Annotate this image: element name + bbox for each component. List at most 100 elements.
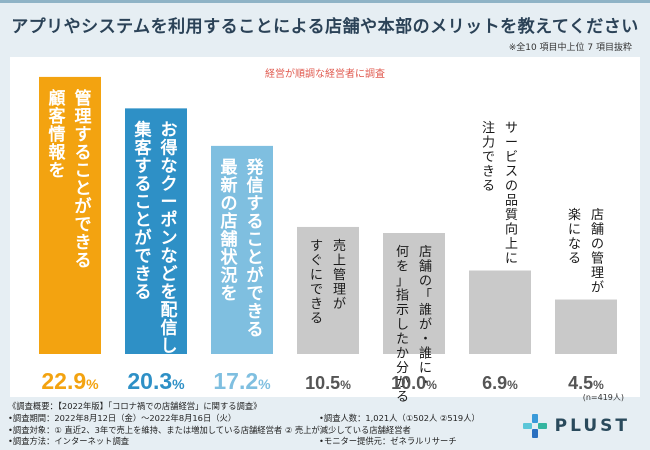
bar-4-label-char: 上 bbox=[333, 253, 346, 268]
bar-3-label-char: と bbox=[247, 248, 264, 268]
bar-5-label-char: し bbox=[396, 318, 409, 333]
bar-7-label-char: 理 bbox=[591, 266, 604, 281]
footer-monitor: •モニター提供元：ゼネラルリサーチ bbox=[319, 436, 457, 447]
bar-5-value: 10.0% bbox=[391, 373, 437, 393]
top-accent-line bbox=[0, 0, 650, 3]
bar-2-label-char: し bbox=[161, 336, 178, 356]
bar-1-label-char: き bbox=[75, 233, 92, 253]
bar-7-label-char: る bbox=[568, 252, 581, 267]
bar-1-label-char: で bbox=[75, 215, 92, 235]
bar-5-label-char: 店 bbox=[419, 245, 432, 260]
bar-5-label-char: 誰 bbox=[419, 302, 432, 318]
bar-2-label-char: て bbox=[161, 354, 178, 374]
bar-5-label-char: 「 bbox=[419, 289, 432, 304]
bar-1-label-char: す bbox=[75, 125, 92, 145]
bar-1-label-char: 理 bbox=[75, 107, 92, 127]
bar-7-value: 4.5% bbox=[568, 373, 604, 393]
bar-4-label-char: 管 bbox=[333, 268, 346, 283]
bar-5-label-char: の bbox=[419, 274, 432, 289]
bar-3-label-char: る bbox=[247, 320, 264, 340]
bar-6-label-char: の bbox=[505, 179, 518, 194]
bar-7-label-char: 舗 bbox=[591, 223, 604, 238]
bar-1 bbox=[39, 76, 101, 354]
bar-6-label-char: る bbox=[482, 179, 495, 194]
bar-4-label-char: き bbox=[310, 297, 323, 312]
bar-5-label-char: に bbox=[419, 361, 432, 376]
bar-1-label-char: こ bbox=[75, 161, 92, 181]
bar-4-value: 10.5% bbox=[305, 373, 351, 393]
bar-2-label-char: ク bbox=[161, 174, 178, 194]
footer-line-1: 《調査概要：【2022年版】「コロナ禍での店舗経営」に関する調査》 bbox=[8, 401, 262, 411]
footer-period: •調査期間：2022年8月12日（金）〜2022年8月16日（火） bbox=[8, 412, 237, 423]
bar-6-label-char: 力 bbox=[482, 136, 495, 151]
bar-5 bbox=[383, 233, 445, 354]
bar-7-label-char: 楽 bbox=[568, 207, 581, 223]
bar-5-label-char: 指 bbox=[396, 289, 409, 304]
footer-line-3: •調査対象：① 直近2、3年で売上を維持、または増加している店舗経営者 ② 売上… bbox=[8, 424, 411, 435]
bar-5-label-char: ・ bbox=[419, 376, 432, 391]
bar-2-label-char: を bbox=[161, 282, 178, 302]
bar-4 bbox=[297, 226, 359, 354]
bar-7-label-char: 店 bbox=[591, 208, 604, 223]
bar-1-label-char: が bbox=[75, 196, 92, 217]
bar-2-label-char: な bbox=[161, 246, 178, 266]
chart-subtitle: 経営が順調な経営者に調査 bbox=[265, 69, 385, 80]
survey-footer: 《調査概要：【2022年版】「コロナ禍での店舗経営」に関する調査》 •調査期間：… bbox=[8, 401, 480, 448]
bar-6-label-char: サ bbox=[505, 121, 518, 136]
bar-6-label-char: で bbox=[482, 150, 495, 165]
footer-method: •調査方法：インターネット調査 bbox=[8, 436, 130, 447]
bar-3-label-char: き bbox=[247, 302, 264, 322]
bar-2-label-char: ポ bbox=[161, 209, 178, 230]
bar-5-label-char: を bbox=[396, 260, 409, 275]
bar-3-label-char: こ bbox=[247, 230, 264, 250]
bar-7-label-char: の bbox=[591, 237, 604, 252]
bar-3-label-char: る bbox=[247, 212, 264, 232]
chart-note: ※全10 項目中上位 7 項目抜粋 bbox=[508, 43, 632, 53]
bar-6-value: 6.9% bbox=[482, 373, 518, 393]
bar-2-label-char: き bbox=[135, 264, 152, 284]
bar-3-label-char: 況 bbox=[221, 265, 238, 286]
bar-3-label-char: 発 bbox=[246, 157, 265, 178]
bar-1-label-char: る bbox=[75, 143, 92, 163]
brand-logo: PLUST bbox=[521, 412, 630, 440]
brand-name: PLUST bbox=[554, 416, 630, 436]
bar-2-label-char: が bbox=[135, 227, 152, 248]
bar-1-label-char: を bbox=[49, 161, 66, 181]
bar-6-label-char: き bbox=[482, 165, 495, 180]
bar-7-label-char: 管 bbox=[591, 252, 604, 267]
bar-2-label-char: ど bbox=[161, 264, 178, 284]
bar-3-label-char: 状 bbox=[221, 247, 239, 268]
bar-6-label-char: に bbox=[505, 252, 518, 267]
bar-3-label-char: 新 bbox=[221, 175, 238, 196]
bar-7-label-char: に bbox=[568, 223, 581, 238]
bar-4-label-char: る bbox=[310, 311, 323, 326]
bar-4-label-char: に bbox=[310, 268, 323, 283]
bar-2-label-char: で bbox=[135, 246, 152, 266]
bar-7-label-char: な bbox=[568, 237, 581, 252]
bar-4-label-char: す bbox=[310, 239, 323, 254]
bar-5-label-char: 誰 bbox=[419, 346, 432, 362]
plust-logo-icon bbox=[522, 414, 547, 438]
bar-2-label-char: 信 bbox=[161, 317, 178, 338]
bar-5-label-char: か bbox=[396, 347, 409, 362]
bar-2-label-char: 得 bbox=[160, 137, 178, 158]
bar-4-label-char: が bbox=[333, 297, 346, 312]
footer-count: •調査人数：1,021人（①502人 ②519人） bbox=[319, 412, 480, 423]
bar-1-label-char: 管 bbox=[75, 88, 92, 109]
bar-2-label-char: お bbox=[161, 120, 178, 140]
bar-6 bbox=[469, 270, 531, 354]
bar-4-label-char: 売 bbox=[333, 238, 346, 254]
bar-5-label-char: 分 bbox=[396, 361, 409, 376]
bar-2-label-char: と bbox=[135, 210, 152, 230]
bar-4-label-char: 理 bbox=[333, 282, 346, 297]
bar-2-label-char: こ bbox=[135, 192, 152, 212]
bar-6-label-char: 向 bbox=[505, 222, 518, 238]
bar-6-label-char: 注 bbox=[482, 121, 495, 136]
bar-6-label-char: 品 bbox=[505, 194, 518, 209]
bar-2 bbox=[125, 108, 187, 355]
bar-2-label-char: る bbox=[135, 282, 152, 302]
bar-5-label-char: る bbox=[396, 390, 409, 405]
bar-2-label-char: ン bbox=[161, 228, 178, 248]
bar-6-label-char: ス bbox=[505, 165, 518, 180]
